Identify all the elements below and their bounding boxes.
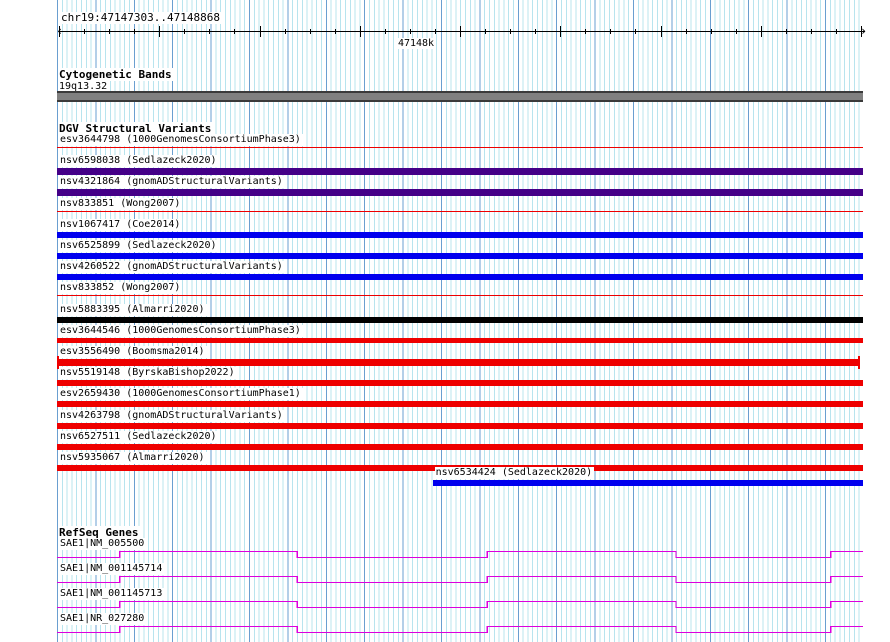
dgv-variant-bar[interactable] bbox=[57, 337, 863, 343]
dgv-variant-bar[interactable] bbox=[57, 253, 863, 259]
axis-minor-tick bbox=[109, 29, 111, 34]
axis-scale-label: 47148k bbox=[395, 38, 437, 49]
dgv-variant-bar[interactable] bbox=[57, 231, 863, 238]
locus-label: chr19:47147303..47148868 bbox=[60, 11, 221, 24]
dgv-track-label[interactable]: esv3556490 (Boomsma2014) bbox=[59, 346, 207, 358]
dgv-variant-bar[interactable] bbox=[57, 210, 863, 212]
dgv-variant-bar[interactable] bbox=[57, 316, 863, 323]
refseq-genes-title: RefSeq Genes bbox=[59, 526, 141, 539]
dgv-variant-bar[interactable] bbox=[57, 295, 863, 297]
gene-exon-intron-path bbox=[57, 550, 863, 559]
gene-exon-intron-path bbox=[57, 575, 863, 584]
axis-minor-tick bbox=[735, 29, 737, 34]
cytoband-label: 19q13.32 bbox=[59, 81, 110, 92]
refseq-gene-model[interactable] bbox=[0, 599, 890, 609]
axis-minor-tick bbox=[234, 29, 236, 34]
dgv-track-label[interactable]: esv3644546 (1000GenomesConsortiumPhase3) bbox=[59, 324, 303, 337]
axis-major-tick bbox=[259, 26, 261, 37]
dgv-track-label[interactable]: nsv6527511 (Sedlazeck2020) bbox=[59, 430, 219, 443]
axis-minor-tick bbox=[309, 29, 311, 34]
dgv-track-label[interactable]: nsv833852 (Wong2007) bbox=[59, 282, 183, 295]
refseq-gene-model[interactable] bbox=[0, 624, 890, 634]
axis-minor-tick bbox=[284, 29, 286, 34]
axis-major-tick bbox=[861, 26, 862, 37]
dgv-track-label[interactable]: esv3644798 (1000GenomesConsortiumPhase3) bbox=[59, 134, 303, 146]
gene-exon-intron-path bbox=[57, 625, 863, 634]
refseq-gene-model[interactable] bbox=[0, 549, 890, 559]
dgv-track-label[interactable]: nsv6598038 (Sedlazeck2020) bbox=[59, 155, 219, 168]
refseq-gene-model[interactable] bbox=[0, 574, 890, 584]
axis-minor-tick bbox=[835, 29, 837, 34]
dgv-variant-bar[interactable] bbox=[57, 189, 863, 197]
dgv-track-label[interactable]: nsv833851 (Wong2007) bbox=[59, 197, 183, 210]
dgv-track-label[interactable]: nsv5883395 (Almarri2020) bbox=[59, 303, 207, 316]
refseq-gene-label[interactable]: SAE1|NM_005500 bbox=[59, 538, 147, 550]
refseq-gene-label[interactable]: SAE1|NR_027280 bbox=[59, 613, 147, 625]
axis-minor-tick bbox=[209, 29, 211, 34]
dgv-variant-bar[interactable] bbox=[57, 380, 863, 387]
axis-minor-tick bbox=[334, 29, 336, 34]
dgv-track-label[interactable]: nsv1067417 (Coe2014) bbox=[59, 218, 183, 231]
axis-major-tick bbox=[59, 26, 60, 37]
axis-major-tick bbox=[159, 26, 161, 37]
axis-major-tick bbox=[359, 26, 361, 37]
axis-minor-tick bbox=[510, 29, 512, 34]
dgv-variant-bar[interactable] bbox=[57, 443, 863, 450]
axis-minor-tick bbox=[485, 29, 487, 34]
axis-major-tick bbox=[760, 26, 762, 37]
refseq-gene-label[interactable]: SAE1|NM_001145713 bbox=[59, 588, 165, 600]
dgv-variant-bar[interactable] bbox=[57, 274, 863, 281]
cytogenetic-bands-title: Cytogenetic Bands bbox=[59, 68, 174, 81]
dgv-track-label[interactable]: nsv5519148 (ByrskaBishop2022) bbox=[59, 367, 237, 380]
dgv-structural-variants-title: DGV Structural Variants bbox=[59, 122, 214, 135]
axis-minor-tick bbox=[585, 29, 587, 34]
dgv-variant-bar[interactable] bbox=[57, 168, 863, 176]
axis-minor-tick bbox=[810, 29, 812, 34]
axis-minor-tick bbox=[409, 29, 411, 34]
axis-minor-tick bbox=[685, 29, 687, 34]
dgv-track-label[interactable]: nsv4260522 (gnomADStructuralVariants) bbox=[59, 261, 285, 274]
dgv-track-label[interactable]: nsv4263798 (gnomADStructuralVariants) bbox=[59, 409, 285, 422]
axis-major-tick bbox=[660, 26, 662, 37]
gene-exon-intron-path bbox=[57, 600, 863, 609]
axis-minor-tick bbox=[710, 29, 712, 34]
axis-major-tick bbox=[560, 26, 562, 37]
axis-line bbox=[59, 31, 865, 32]
dgv-variant-bar[interactable] bbox=[57, 359, 860, 366]
axis-minor-tick bbox=[785, 29, 787, 34]
axis-minor-tick bbox=[610, 29, 612, 34]
dgv-variant-bar[interactable] bbox=[432, 480, 863, 486]
axis-minor-tick bbox=[184, 29, 186, 34]
dgv-variant-bar[interactable] bbox=[57, 147, 863, 148]
dgv-variant-bar[interactable] bbox=[57, 422, 863, 429]
axis-minor-tick bbox=[84, 29, 86, 34]
axis-minor-tick bbox=[635, 29, 637, 34]
axis-minor-tick bbox=[134, 29, 136, 34]
coordinate-ruler: chr19:47147303..47148868 ‹ › 47148k bbox=[0, 12, 890, 54]
axis-minor-tick bbox=[535, 29, 537, 34]
cytoband-bar[interactable] bbox=[57, 91, 863, 102]
dgv-track-label[interactable]: nsv6534424 (Sedlazeck2020) bbox=[434, 467, 595, 479]
dgv-track-label[interactable]: nsv6525899 (Sedlazeck2020) bbox=[59, 240, 219, 252]
dgv-track-label[interactable]: esv2659430 (1000GenomesConsortiumPhase1) bbox=[59, 388, 303, 401]
dgv-variant-bar[interactable] bbox=[57, 401, 863, 408]
refseq-gene-label[interactable]: SAE1|NM_001145714 bbox=[59, 563, 165, 575]
axis-right-arrow-icon[interactable]: › bbox=[860, 24, 868, 38]
dgv-track-label[interactable]: nsv5935067 (Almarri2020) bbox=[59, 452, 207, 464]
axis-minor-tick bbox=[384, 29, 386, 34]
variant-end-cap bbox=[857, 356, 860, 369]
dgv-track-label[interactable]: nsv4321864 (gnomADStructuralVariants) bbox=[59, 176, 285, 189]
axis-major-tick bbox=[460, 26, 461, 37]
axis-minor-tick bbox=[434, 29, 436, 34]
